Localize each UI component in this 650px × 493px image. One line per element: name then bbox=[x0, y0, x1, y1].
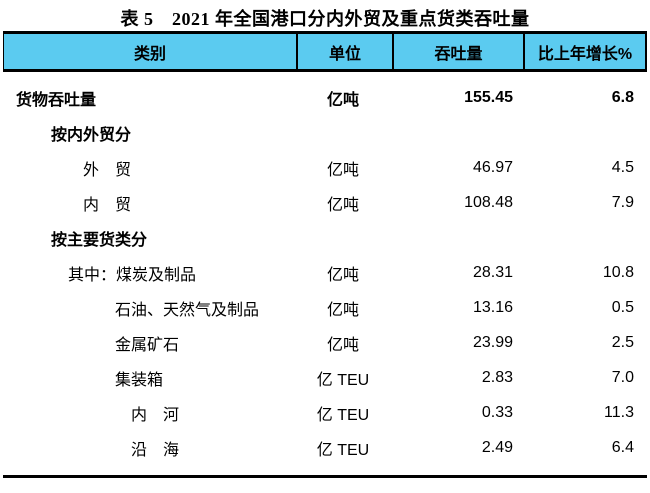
row-label: 按主要货类分 bbox=[51, 231, 148, 249]
table-row: 内 河 亿 TEU 0.33 11.3 bbox=[3, 395, 647, 430]
row-growth: 0.5 bbox=[611, 298, 634, 316]
row-growth: 10.8 bbox=[602, 263, 634, 281]
row-unit: 亿吨 bbox=[326, 91, 359, 109]
table-row: 按内外贸分 bbox=[3, 115, 647, 150]
table-row: 集装箱 亿 TEU 2.83 7.0 bbox=[3, 360, 647, 395]
table-row: 按主要货类分 bbox=[3, 220, 647, 255]
row-unit: 亿 TEU bbox=[316, 371, 370, 389]
table-row: 其中：煤炭及制品 亿吨 28.31 10.8 bbox=[3, 255, 647, 290]
row-value: 155.45 bbox=[464, 88, 513, 106]
table-row: 金属矿石 亿吨 23.99 2.5 bbox=[3, 325, 647, 360]
row-label: 货物吞吐量 bbox=[16, 91, 97, 109]
row-unit: 亿 TEU bbox=[316, 441, 370, 459]
header-cell-throughput: 吞吐量 bbox=[392, 34, 523, 69]
row-growth: 4.5 bbox=[611, 158, 634, 176]
row-value: 0.33 bbox=[481, 403, 513, 421]
table-row: 货物吞吐量 亿吨 155.45 6.8 bbox=[3, 80, 647, 115]
header-cell-growth: 比上年增长% bbox=[523, 34, 645, 69]
row-label: 内 贸 bbox=[83, 196, 132, 214]
row-value: 46.97 bbox=[472, 158, 513, 176]
row-label: 外 贸 bbox=[83, 161, 132, 179]
row-value: 13.16 bbox=[472, 298, 513, 316]
row-label: 其中：煤炭及制品 bbox=[68, 266, 197, 284]
row-value: 28.31 bbox=[472, 263, 513, 281]
table-header-row: 类别 单位 吞吐量 比上年增长% bbox=[3, 31, 647, 72]
throughput-table: 类别 单位 吞吐量 比上年增长% 货物吞吐量 亿吨 155.45 6.8 按内外贸分外 … bbox=[3, 31, 647, 478]
row-value: 108.48 bbox=[464, 193, 513, 211]
row-label: 沿 海 bbox=[131, 441, 180, 459]
row-value: 23.99 bbox=[472, 333, 513, 351]
row-growth: 11.3 bbox=[604, 403, 634, 421]
row-growth: 2.5 bbox=[611, 333, 634, 351]
row-unit: 亿吨 bbox=[326, 161, 359, 179]
row-unit: 亿吨 bbox=[326, 336, 359, 354]
row-growth: 6.8 bbox=[611, 88, 634, 106]
row-unit: 亿吨 bbox=[326, 266, 359, 284]
table-row: 内 贸 亿吨 108.48 7.9 bbox=[3, 185, 647, 220]
page-title: 表 5 2021 年全国港口分内外贸及重点货类吞吐量 bbox=[120, 9, 530, 29]
row-growth: 7.9 bbox=[611, 193, 634, 211]
table-row: 石油、天然气及制品 亿吨 13.16 0.5 bbox=[3, 290, 647, 325]
row-label: 金属矿石 bbox=[115, 336, 180, 354]
row-growth: 6.4 bbox=[611, 438, 634, 456]
row-growth: 7.0 bbox=[611, 368, 634, 386]
row-value: 2.49 bbox=[481, 438, 513, 456]
table-row: 沿 海 亿 TEU 2.49 6.4 bbox=[3, 430, 647, 465]
header-cell-unit: 单位 bbox=[296, 34, 392, 69]
row-label: 按内外贸分 bbox=[51, 126, 132, 144]
row-unit: 亿 TEU bbox=[316, 406, 370, 424]
header-cell-category: 类别 bbox=[133, 45, 166, 63]
row-label: 石油、天然气及制品 bbox=[115, 301, 260, 319]
row-label: 集装箱 bbox=[115, 371, 164, 389]
row-value: 2.83 bbox=[481, 368, 513, 386]
row-unit: 亿吨 bbox=[326, 301, 359, 319]
row-unit: 亿吨 bbox=[326, 196, 359, 214]
table-row: 外 贸 亿吨 46.97 4.5 bbox=[3, 150, 647, 185]
row-label: 内 河 bbox=[131, 406, 180, 424]
table-body: 货物吞吐量 亿吨 155.45 6.8 按内外贸分外 贸亿吨 46.97 4.5 内 贸亿吨 1… bbox=[3, 72, 647, 478]
